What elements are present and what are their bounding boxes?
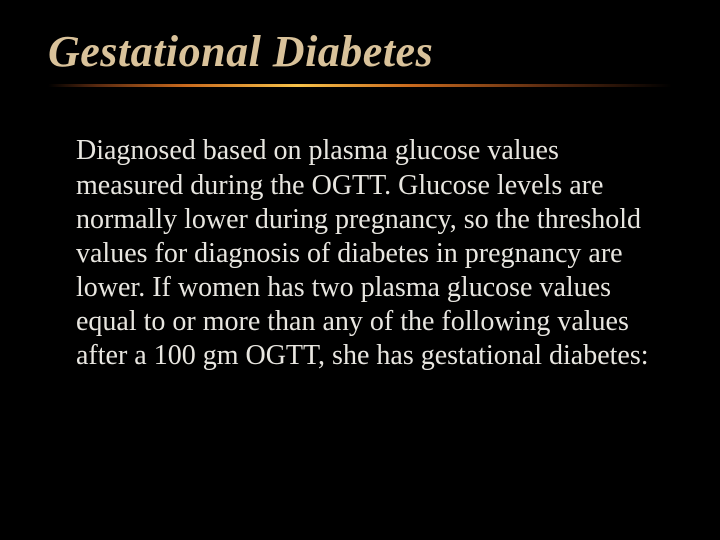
underline-gradient: [48, 84, 672, 87]
slide-title: Gestational Diabetes: [48, 28, 672, 76]
slide-body-text: Diagnosed based on plasma glucose values…: [48, 134, 672, 373]
title-underline: [48, 84, 672, 94]
slide: Gestational Diabetes Diagnosed based on …: [0, 0, 720, 540]
